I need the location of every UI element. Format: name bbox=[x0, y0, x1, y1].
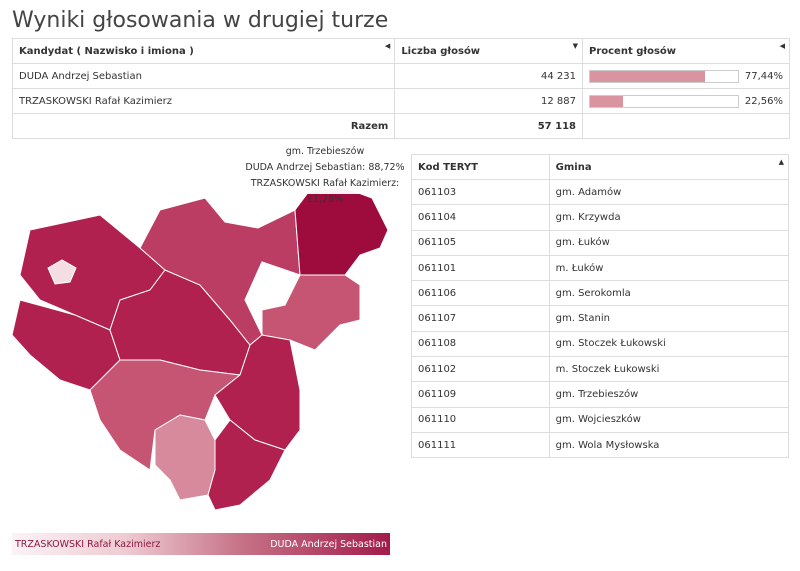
teryt-code: 061109 bbox=[411, 381, 550, 408]
page-title: Wyniki głosowania w drugiej turze bbox=[12, 8, 389, 33]
tooltip-trzaskowski: TRZASKOWSKI Rafał Kazimierz: 11,28% bbox=[250, 178, 400, 205]
gmina-name: m. Łuków bbox=[548, 254, 790, 282]
percent-label: 22,56% bbox=[744, 95, 783, 107]
tooltip-gmina: gm. Trzebieszów bbox=[285, 146, 365, 157]
teryt-code: 061111 bbox=[411, 431, 550, 459]
gmina-name: m. Stoczek Łukowski bbox=[548, 356, 790, 383]
color-legend: TRZASKOWSKI Rafał Kazimierz DUDA Andrzej… bbox=[12, 533, 390, 555]
gmina-name: gm. Wojcieszków bbox=[548, 406, 790, 433]
teryt-code: 061108 bbox=[411, 330, 550, 358]
map-region-lukow-city[interactable] bbox=[47, 259, 77, 285]
total-label: Razem bbox=[11, 113, 396, 139]
gmina-name: gm. Krzywda bbox=[548, 204, 790, 231]
table-row[interactable]: 061108 gm. Stoczek Łukowski bbox=[411, 330, 790, 358]
teryt-code: 061103 bbox=[411, 178, 550, 206]
table-row: DUDA Andrzej Sebastian 44 231 77,44% bbox=[11, 63, 790, 89]
gmina-name: gm. Łuków bbox=[548, 229, 790, 256]
teryt-code: 061102 bbox=[411, 356, 550, 383]
table-row[interactable]: 061109 gm. Trzebieszów bbox=[411, 381, 790, 408]
candidate-votes: 12 887 bbox=[394, 88, 583, 114]
table-row[interactable]: 061103 gm. Adamów bbox=[411, 178, 790, 206]
gmina-name: gm. Adamów bbox=[548, 178, 790, 206]
table-row[interactable]: 061104 gm. Krzywda bbox=[411, 204, 790, 231]
map-region-wola[interactable] bbox=[154, 414, 216, 501]
map-region-wojcieszkow[interactable] bbox=[214, 334, 301, 451]
table-row[interactable]: 061110 gm. Wojcieszków bbox=[411, 406, 790, 433]
total-row: Razem 57 118 bbox=[11, 113, 790, 139]
sort-desc-icon[interactable]: ▼ bbox=[572, 42, 578, 50]
percent-bar bbox=[589, 69, 739, 83]
total-votes: 57 118 bbox=[394, 113, 583, 139]
gmina-name: gm. Stanin bbox=[548, 305, 790, 332]
legend-left-label: TRZASKOWSKI Rafał Kazimierz bbox=[15, 538, 161, 550]
candidate-name: DUDA Andrzej Sebastian bbox=[11, 63, 396, 89]
header-votes[interactable]: Liczba głosów ▼ bbox=[394, 38, 583, 64]
candidate-votes: 44 231 bbox=[394, 63, 583, 89]
percent-label: 77,44% bbox=[744, 70, 783, 82]
teryt-code: 061101 bbox=[411, 254, 550, 282]
header-teryt[interactable]: Kod TERYT bbox=[411, 154, 550, 180]
table-row[interactable]: 061101 m. Łuków bbox=[411, 254, 790, 282]
tooltip-duda: DUDA Andrzej Sebastian: 88,72% bbox=[245, 162, 405, 173]
gmina-name: gm. Stoczek Łukowski bbox=[548, 330, 790, 358]
map-region-south-tip[interactable] bbox=[207, 419, 286, 511]
sort-icon[interactable]: ◀ bbox=[779, 42, 785, 50]
gminy-table: Kod TERYT Gmina ▲ 061103 gm. Adamów 061104 g… bbox=[411, 154, 790, 459]
sort-asc-icon[interactable]: ▲ bbox=[778, 158, 784, 166]
district-map bbox=[11, 187, 389, 511]
percent-bar bbox=[589, 94, 739, 108]
table-row[interactable]: 061111 gm. Wola Mysłowska bbox=[411, 431, 790, 459]
sort-icon[interactable]: ◀ bbox=[384, 42, 391, 50]
map-tooltip: gm. Trzebieszów DUDA Andrzej Sebastian: … bbox=[232, 140, 418, 205]
table-row: TRZASKOWSKI Rafał Kazimierz 12 887 22,56… bbox=[11, 88, 790, 114]
percent-bar-fill bbox=[590, 95, 624, 107]
gmina-name: gm. Trzebieszów bbox=[548, 381, 790, 408]
teryt-code: 061107 bbox=[411, 305, 550, 332]
legend-right-label: DUDA Andrzej Sebastian bbox=[270, 538, 387, 550]
table-row[interactable]: 061107 gm. Stanin bbox=[411, 305, 790, 332]
teryt-code: 061106 bbox=[411, 280, 550, 307]
gmina-name: gm. Serokomla bbox=[548, 280, 790, 307]
teryt-code: 061104 bbox=[411, 204, 550, 231]
table-row[interactable]: 061106 gm. Serokomla bbox=[411, 280, 790, 307]
table-row[interactable]: 061105 gm. Łuków bbox=[411, 229, 790, 256]
header-candidate[interactable]: Kandydat ( Nazwisko i imiona ) ◀ bbox=[11, 38, 396, 64]
percent-bar-fill bbox=[590, 70, 705, 82]
gmina-name: gm. Wola Mysłowska bbox=[548, 431, 790, 459]
teryt-code: 061110 bbox=[411, 406, 550, 433]
teryt-code: 061105 bbox=[411, 229, 550, 256]
results-table: Kandydat ( Nazwisko i imiona ) ◀ Liczba g… bbox=[11, 38, 790, 139]
header-percent[interactable]: Procent głosów ◀ bbox=[582, 38, 790, 64]
candidate-name: TRZASKOWSKI Rafał Kazimierz bbox=[11, 88, 396, 114]
table-row[interactable]: 061102 m. Stoczek Łukowski bbox=[411, 356, 790, 383]
header-gmina[interactable]: Gmina ▲ bbox=[548, 154, 790, 180]
